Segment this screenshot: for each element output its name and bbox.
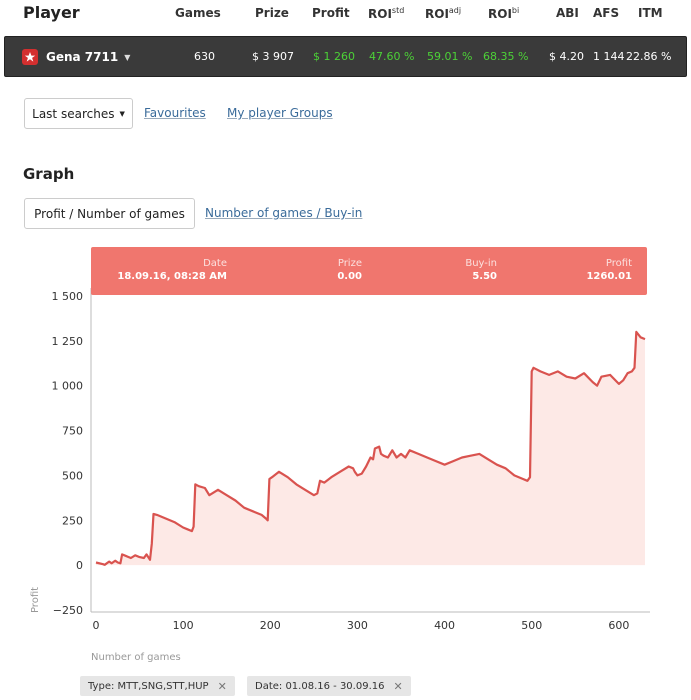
chevron-down-icon: ▼	[119, 109, 125, 118]
close-icon[interactable]: ✕	[217, 679, 227, 693]
stats-header-row: Player Games Prize Profit ROIstd ROIadj …	[0, 0, 691, 28]
graph-title: Graph	[23, 165, 75, 183]
stat-abi: $ 4.20	[549, 50, 584, 63]
player-name: Gena 7711	[46, 50, 119, 64]
col-prize-header[interactable]: Prize	[255, 6, 289, 20]
y-tick-label: 0	[76, 559, 83, 572]
y-tick-label: 750	[62, 425, 83, 438]
favourites-link[interactable]: Favourites	[144, 106, 206, 120]
col-roi-std-header[interactable]: ROIstd	[368, 6, 405, 21]
stat-itm: 22.86 %	[626, 50, 672, 63]
x-tick-label: 0	[93, 619, 100, 632]
stat-profit: $ 1 260	[313, 50, 355, 63]
x-tick-label: 300	[347, 619, 368, 632]
y-tick-label: 500	[62, 469, 83, 482]
pokerstars-logo-icon	[22, 49, 38, 65]
stat-games: 630	[194, 50, 215, 63]
tooltip-profit: Profit 1260.01	[586, 258, 632, 282]
x-tick-label: 100	[173, 619, 194, 632]
x-tick-label: 600	[608, 619, 629, 632]
last-searches-label: Last searches	[32, 106, 115, 121]
y-tick-label: 250	[62, 514, 83, 527]
y-tick-label: −250	[53, 604, 83, 617]
x-tick-label: 200	[260, 619, 281, 632]
col-itm-header[interactable]: ITM	[638, 6, 663, 20]
tab-profit-games[interactable]: Profit / Number of games	[24, 198, 195, 229]
x-tick-label: 400	[434, 619, 455, 632]
col-afs-header[interactable]: AFS	[593, 6, 620, 20]
stat-prize: $ 3 907	[252, 50, 294, 63]
last-searches-button[interactable]: Last searches ▼	[24, 98, 133, 129]
tooltip-date: Date 18.09.16, 08:28 AM	[117, 258, 227, 282]
filter-tag-date: Date: 01.08.16 - 30.09.16 ✕	[247, 676, 411, 696]
stat-roi-std: 47.60 %	[369, 50, 415, 63]
player-stats-row: Gena 7711 ▼ 630 $ 3 907 $ 1 260 47.60 % …	[4, 36, 687, 77]
col-profit-header[interactable]: Profit	[312, 6, 350, 20]
y-tick-label: 1 500	[52, 290, 84, 303]
col-roi-adj-header[interactable]: ROIadj	[425, 6, 462, 21]
x-tick-label: 500	[521, 619, 542, 632]
profit-series-line	[95, 330, 646, 566]
stat-roi-adj: 59.01 %	[427, 50, 473, 63]
tab-games-buyin[interactable]: Number of games / Buy-in	[205, 206, 363, 220]
col-roi-bi-header[interactable]: ROIbi	[488, 6, 520, 21]
chevron-down-icon: ▼	[124, 52, 131, 62]
filter-tag-type: Type: MTT,SNG,STT,HUP ✕	[80, 676, 235, 696]
chart-tooltip: Date 18.09.16, 08:28 AM Prize 0.00 Buy-i…	[91, 247, 647, 295]
stat-afs: 1 144	[593, 50, 625, 63]
tooltip-prize: Prize 0.00	[337, 258, 362, 282]
y-tick-label: 1 250	[52, 335, 84, 348]
close-icon[interactable]: ✕	[393, 679, 403, 693]
filter-type-label: Type: MTT,SNG,STT,HUP	[88, 680, 209, 692]
profit-chart[interactable]: −250 0 250 500 750 1 000 1 250 1 500 0 100 200 300 4…	[0, 240, 691, 670]
player-heading: Player	[23, 3, 80, 22]
y-axis-label: Profit	[30, 587, 41, 613]
col-abi-header[interactable]: ABI	[556, 6, 579, 20]
col-games-header[interactable]: Games	[175, 6, 221, 20]
player-groups-link[interactable]: My player Groups	[227, 106, 333, 120]
y-tick-label: 1 000	[52, 380, 84, 393]
filter-date-label: Date: 01.08.16 - 30.09.16	[255, 680, 385, 692]
stat-roi-bi: 68.35 %	[483, 50, 529, 63]
profit-area-fill	[96, 331, 645, 566]
x-axis-label: Number of games	[91, 652, 181, 663]
player-selector[interactable]: Gena 7711 ▼	[22, 49, 130, 65]
tooltip-buyin: Buy-in 5.50	[465, 258, 497, 282]
